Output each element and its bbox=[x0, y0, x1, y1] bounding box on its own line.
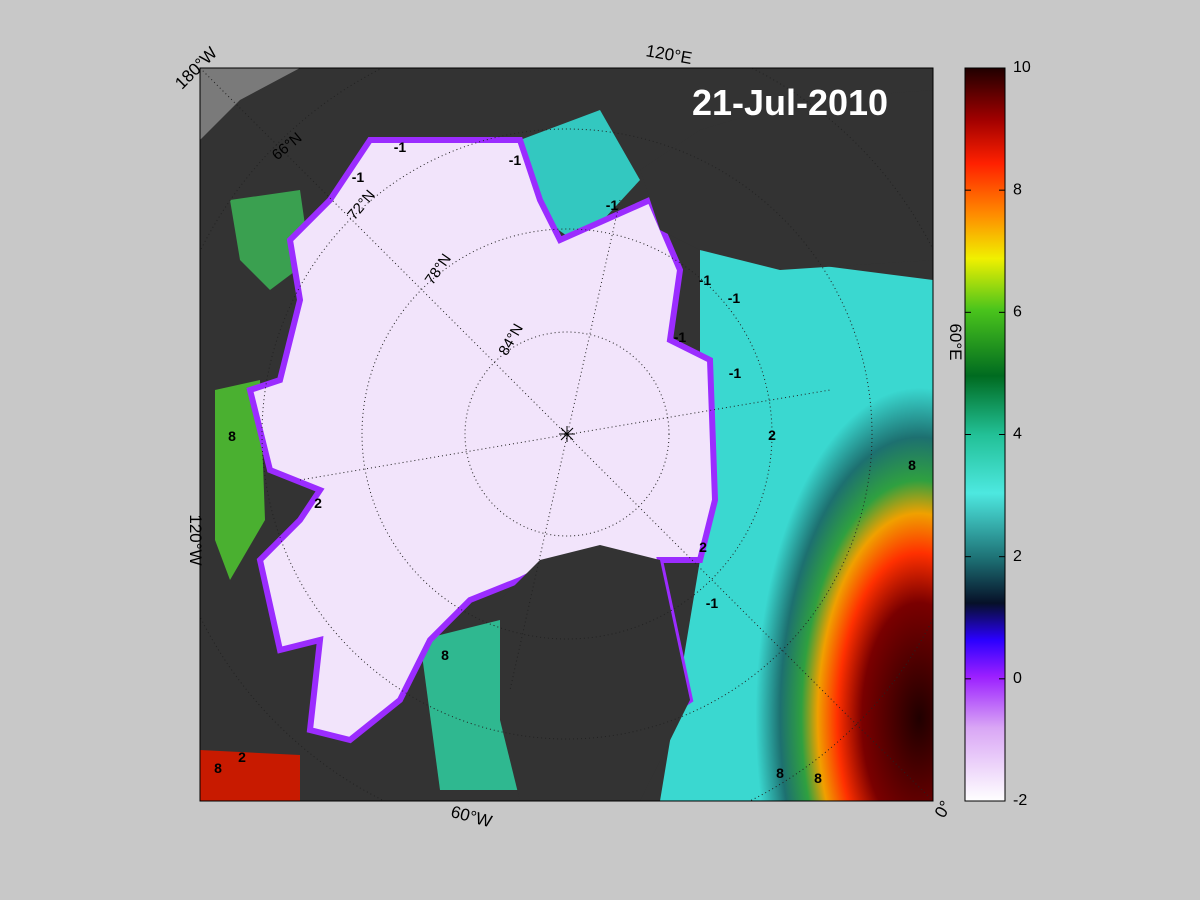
date-title: 21-Jul-2010 bbox=[692, 82, 888, 123]
contour-label: -1 bbox=[706, 595, 719, 611]
latitude-circle bbox=[261, 128, 873, 740]
shelf-water bbox=[520, 110, 640, 245]
contour-label: 8 bbox=[228, 428, 236, 444]
contour-label: -1 bbox=[394, 139, 407, 155]
contour-label: 8 bbox=[441, 647, 449, 663]
longitude-label: 0° bbox=[931, 797, 956, 821]
colorbar bbox=[964, 67, 1006, 802]
contour-label: -1 bbox=[606, 197, 619, 213]
colorbar-tick-label: 2 bbox=[1013, 548, 1022, 565]
contour-label: -1 bbox=[509, 152, 522, 168]
eurasia bbox=[640, 90, 933, 270]
contour-label: 8 bbox=[908, 457, 916, 473]
latitude-circle bbox=[464, 331, 670, 537]
contour-label: 2 bbox=[699, 539, 707, 555]
meridian bbox=[200, 68, 933, 801]
colorbar-tick-label: 8 bbox=[1013, 181, 1022, 198]
longitude-label: 120°W bbox=[186, 514, 205, 565]
meridian bbox=[299, 389, 831, 481]
colorbar-tick-label: -2 bbox=[1013, 792, 1027, 809]
map-panel bbox=[200, 68, 933, 801]
longitude-label: 120°E bbox=[644, 41, 693, 68]
sea-ice bbox=[246, 137, 719, 744]
contour-label: 2 bbox=[314, 495, 322, 511]
contour-label: 2 bbox=[768, 427, 776, 443]
colorbar-tick-label: 0 bbox=[1013, 670, 1022, 687]
colorbar-tick-label: 6 bbox=[1013, 304, 1022, 321]
contour-label: -1 bbox=[729, 365, 742, 381]
contour-label: -1 bbox=[674, 329, 687, 345]
contour-label: -1 bbox=[699, 272, 712, 288]
colorbar-tick-label: 10 bbox=[1013, 59, 1031, 76]
warm-water bbox=[200, 750, 300, 801]
warm-water bbox=[215, 380, 265, 580]
map-frame bbox=[199, 67, 934, 802]
greenland bbox=[500, 545, 690, 801]
colorbar-tick-label: 4 bbox=[1013, 426, 1022, 443]
contour-label: 8 bbox=[214, 760, 222, 776]
contour-label: -1 bbox=[352, 169, 365, 185]
contour-label: 8 bbox=[776, 765, 784, 781]
out-of-domain bbox=[200, 68, 300, 140]
baffin-water bbox=[420, 620, 520, 790]
atlantic-water bbox=[660, 250, 933, 801]
contour-label: 2 bbox=[238, 749, 246, 765]
longitude-label: 60°E bbox=[946, 323, 965, 360]
contour-label: -1 bbox=[728, 290, 741, 306]
latitude-circle bbox=[361, 228, 773, 640]
contour-label: 8 bbox=[814, 770, 822, 786]
colorbar-ticks: -2 0 2 4 6 8 10 bbox=[965, 59, 1031, 809]
pole-marker bbox=[559, 426, 575, 442]
longitude-label: 60°W bbox=[449, 802, 494, 831]
warm-water bbox=[230, 190, 310, 290]
